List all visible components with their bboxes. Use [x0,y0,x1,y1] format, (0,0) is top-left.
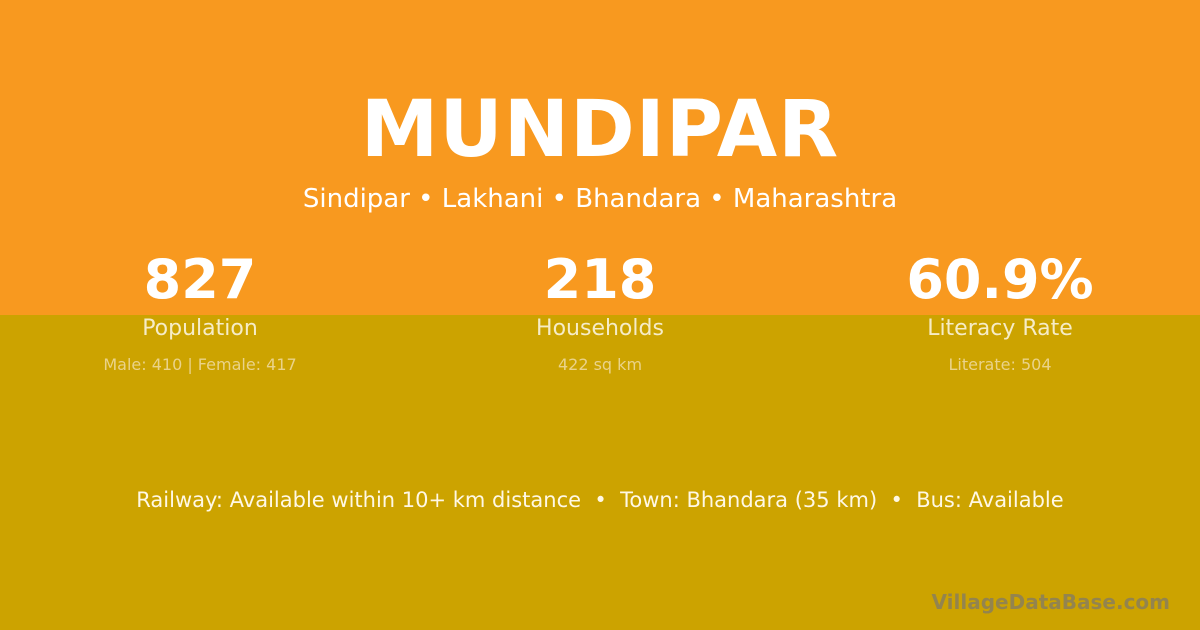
stat-label: Households [536,316,664,341]
stat-value: 60.9% [906,248,1094,311]
stat-households: 218 Households 422 sq km [400,248,800,376]
bottom-panel [0,315,1200,630]
location-breadcrumb: Sindipar • Lakhani • Bhandara • Maharash… [302,184,898,214]
top-banner [0,0,1200,315]
stat-population: 827 Population Male: 410 | Female: 417 [0,248,400,376]
stat-literacy: 60.9% Literacy Rate Literate: 504 [800,248,1200,376]
stat-label: Literacy Rate [927,316,1073,341]
stat-value: 218 [543,248,657,311]
stat-value: 827 [143,248,257,311]
watermark-logo: VillageDataBase.com [931,590,1170,614]
stat-detail: 422 sq km [557,355,643,374]
stat-label: Population [142,316,258,341]
connectivity-info: Railway: Available within 10+ km distanc… [136,488,1064,512]
village-title: MUNDIPAR [360,85,840,175]
stat-detail: Literate: 504 [948,355,1052,374]
stat-detail: Male: 410 | Female: 417 [103,355,297,374]
